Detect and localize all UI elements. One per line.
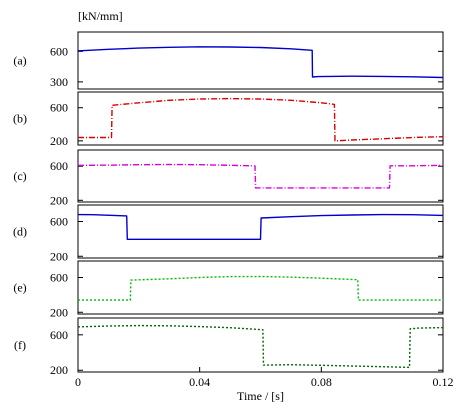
y-tick-label: 300 <box>50 75 68 89</box>
panel-label: (e) <box>13 281 26 295</box>
y-tick-label: 200 <box>50 249 68 263</box>
y-tick-label: 200 <box>50 134 68 148</box>
panel-frame <box>77 317 444 373</box>
x-tick-label: 0.12 <box>433 375 454 389</box>
y-tick-label: 200 <box>50 305 68 319</box>
x-axis-label: Time / [s] <box>237 389 284 403</box>
panel-frame <box>77 260 444 315</box>
x-tick-label: 0 <box>75 375 81 389</box>
unit-label: [kN/mm] <box>78 9 123 23</box>
panel-frame <box>77 31 444 90</box>
panel-label: (c) <box>13 169 26 183</box>
panel-frame <box>77 91 444 146</box>
x-tick-label: 0.04 <box>189 375 210 389</box>
y-tick-label: 200 <box>50 193 68 207</box>
panel-frame <box>77 204 444 259</box>
series-line <box>78 275 443 301</box>
y-tick-label: 600 <box>50 328 68 342</box>
x-tick-label: 0.08 <box>311 375 332 389</box>
series-line <box>78 97 444 142</box>
series-line <box>77 213 444 241</box>
panel-label: (f) <box>14 338 26 352</box>
y-tick-label: 600 <box>50 44 68 58</box>
series-line <box>77 46 444 79</box>
y-tick-label: 600 <box>50 215 68 229</box>
series-line <box>77 163 444 189</box>
panel-frame <box>77 149 444 203</box>
y-tick-label: 200 <box>50 363 68 377</box>
panel-label: (a) <box>13 54 26 68</box>
y-tick-label: 600 <box>50 101 68 115</box>
series-line <box>77 324 444 369</box>
y-tick-label: 600 <box>50 159 68 173</box>
panel-label: (d) <box>13 225 27 239</box>
panel-label: (b) <box>13 112 27 126</box>
y-tick-label: 600 <box>50 271 68 285</box>
